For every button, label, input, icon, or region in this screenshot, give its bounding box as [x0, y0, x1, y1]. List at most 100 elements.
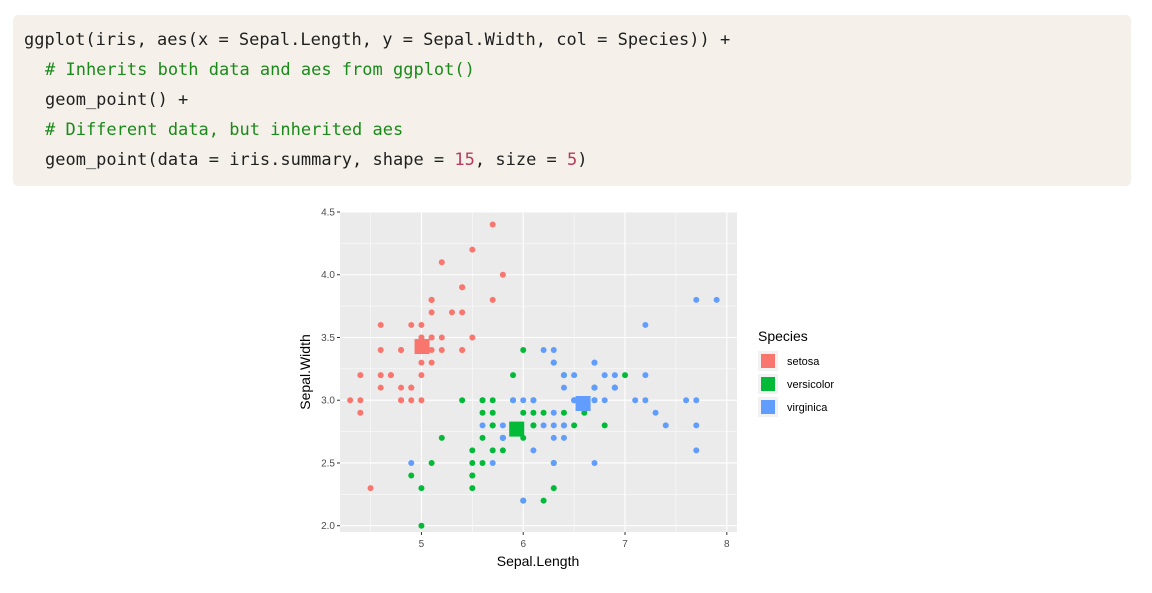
data-point-virginica: [591, 384, 598, 391]
code-line: ggplot(iris, aes(x = Sepal.Length, y = S…: [24, 28, 1131, 58]
axes: 5 6 7 8 2.0 2.5 3.0 3.5 4.0 4.5: [321, 208, 730, 551]
data-point-virginica: [571, 372, 578, 379]
data-point-virginica: [642, 397, 649, 404]
data-point-virginica: [601, 372, 608, 379]
data-point-setosa: [459, 347, 466, 354]
data-point-setosa: [377, 372, 384, 379]
data-point-virginica: [642, 372, 649, 379]
data-point-setosa: [438, 259, 445, 266]
data-point-versicolor: [479, 434, 486, 441]
data-point-setosa: [377, 347, 384, 354]
data-point-setosa: [408, 397, 415, 404]
mean-marker-virginica: [575, 395, 591, 411]
data-point-virginica: [662, 422, 669, 429]
data-point-setosa: [367, 485, 374, 492]
y-tick-label: 4.5: [321, 208, 335, 219]
data-point-setosa: [357, 409, 364, 416]
code-text: ggplot(iris, aes(x = Sepal.Length, y = S…: [24, 30, 731, 50]
code-text: # Inherits both data and aes from ggplot…: [45, 60, 475, 80]
data-point-virginica: [530, 447, 537, 454]
y-tick-label: 3.0: [321, 396, 335, 407]
data-point-virginica: [499, 422, 506, 429]
scatter-chart: 5 6 7 8 2.0 2.5 3.0 3.5 4.0 4.5 Sepal.Length Sepa…: [297, 208, 834, 570]
data-point-virginica: [713, 296, 720, 303]
data-point-virginica: [550, 359, 557, 366]
data-point-versicolor: [499, 447, 506, 454]
data-point-versicolor: [469, 447, 476, 454]
data-point-virginica: [510, 397, 517, 404]
data-point-setosa: [428, 334, 435, 341]
data-point-versicolor: [540, 497, 547, 504]
code-comment: # Different data, but inherited aes: [24, 118, 1131, 148]
data-point-virginica: [550, 434, 557, 441]
data-point-versicolor: [622, 372, 629, 379]
data-point-versicolor: [418, 522, 425, 529]
data-point-versicolor: [469, 485, 476, 492]
data-point-setosa: [408, 384, 415, 391]
data-point-setosa: [489, 296, 496, 303]
x-axis-label: Sepal.Length: [497, 553, 580, 569]
y-tick-label: 3.5: [321, 333, 335, 344]
data-point-virginica: [550, 422, 557, 429]
data-point-virginica: [550, 409, 557, 416]
data-point-setosa: [428, 347, 435, 354]
data-point-setosa: [438, 334, 445, 341]
data-point-virginica: [550, 347, 557, 354]
data-point-setosa: [408, 321, 415, 328]
data-point-virginica: [601, 397, 608, 404]
data-point-setosa: [438, 347, 445, 354]
data-point-versicolor: [479, 459, 486, 466]
data-point-setosa: [418, 334, 425, 341]
data-point-virginica: [560, 434, 567, 441]
data-point-setosa: [448, 309, 455, 316]
code-comment: # Inherits both data and aes from ggplot…: [24, 58, 1131, 88]
data-point-versicolor: [408, 472, 415, 479]
data-point-setosa: [387, 372, 394, 379]
data-point-versicolor: [550, 485, 557, 492]
data-point-virginica: [530, 397, 537, 404]
data-point-versicolor: [581, 409, 588, 416]
code-block: ggplot(iris, aes(x = Sepal.Length, y = S…: [13, 15, 1131, 186]
y-tick-label: 4.0: [321, 270, 335, 281]
data-point-virginica: [560, 422, 567, 429]
code-line: geom_point(data = iris.summary, shape = …: [24, 148, 1131, 178]
data-point-setosa: [428, 296, 435, 303]
data-point-virginica: [642, 321, 649, 328]
data-point-virginica: [693, 447, 700, 454]
data-point-virginica: [540, 422, 547, 429]
data-point-virginica: [560, 372, 567, 379]
data-point-setosa: [347, 397, 354, 404]
data-point-setosa: [398, 347, 405, 354]
data-point-versicolor: [479, 409, 486, 416]
data-point-virginica: [408, 459, 415, 466]
code-text: , size =: [474, 150, 568, 170]
x-tick-label: 5: [419, 539, 425, 550]
data-point-virginica: [540, 347, 547, 354]
data-point-versicolor: [489, 422, 496, 429]
data-point-setosa: [418, 359, 425, 366]
data-point-versicolor: [428, 459, 435, 466]
data-point-setosa: [418, 397, 425, 404]
data-point-setosa: [428, 359, 435, 366]
mean-markers: [414, 339, 591, 437]
data-point-setosa: [418, 321, 425, 328]
data-point-setosa: [459, 284, 466, 291]
data-point-setosa: [377, 384, 384, 391]
data-point-versicolor: [459, 397, 466, 404]
major-gridlines: [340, 211, 737, 532]
data-point-virginica: [591, 359, 598, 366]
legend-label-virginica: virginica: [787, 402, 828, 414]
data-point-setosa: [377, 321, 384, 328]
legend-key-setosa: [761, 354, 775, 368]
data-point-setosa: [398, 384, 405, 391]
data-point-versicolor: [479, 397, 486, 404]
legend-title: Species: [758, 328, 808, 344]
mean-marker-versicolor: [509, 421, 525, 437]
data-point-versicolor: [489, 447, 496, 454]
y-tick-label: 2.0: [321, 521, 335, 532]
code-text: geom_point(data = iris.summary, shape =: [45, 150, 455, 170]
data-point-versicolor: [601, 422, 608, 429]
data-point-virginica: [560, 384, 567, 391]
data-point-versicolor: [520, 409, 527, 416]
data-point-versicolor: [520, 347, 527, 354]
